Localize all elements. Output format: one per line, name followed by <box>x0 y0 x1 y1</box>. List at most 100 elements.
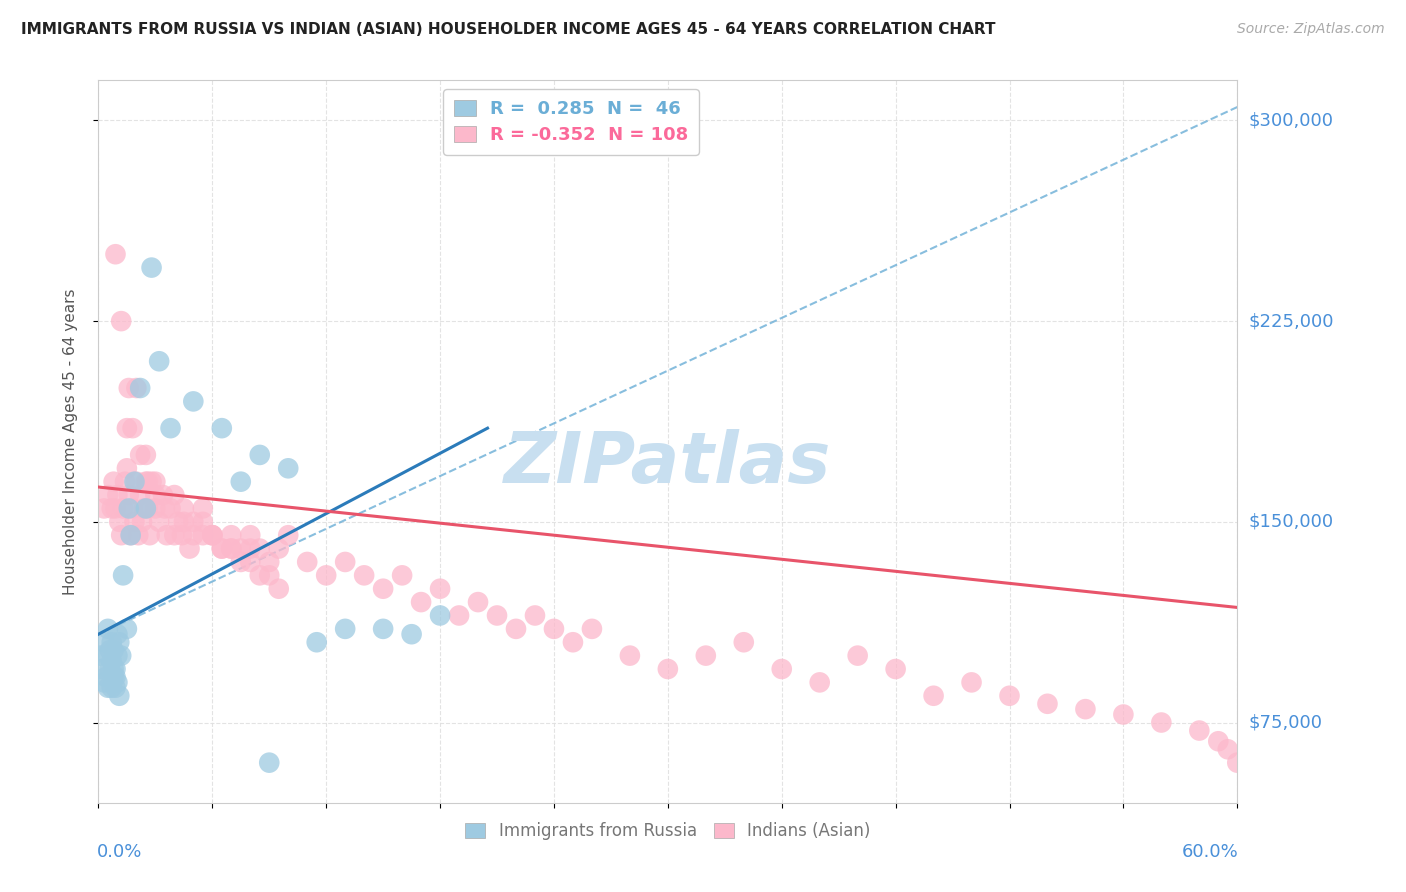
Point <box>163 528 186 542</box>
Y-axis label: Householder Income Ages 45 - 64 years: Householder Income Ages 45 - 64 years <box>63 288 77 595</box>
Point <box>1208 734 1230 748</box>
Point <box>335 622 357 636</box>
Text: Source: ZipAtlas.com: Source: ZipAtlas.com <box>1237 22 1385 37</box>
Point <box>163 488 186 502</box>
Point <box>221 528 243 542</box>
Point <box>259 568 281 582</box>
Point <box>1150 715 1173 730</box>
Point <box>543 622 565 636</box>
Point <box>277 461 299 475</box>
Point <box>97 488 120 502</box>
Point <box>371 582 394 596</box>
Point <box>98 662 121 676</box>
Point <box>267 541 290 556</box>
Point <box>103 643 125 657</box>
Point <box>98 643 121 657</box>
Point <box>1112 707 1135 722</box>
Point <box>132 501 155 516</box>
Point <box>211 541 233 556</box>
Point <box>211 541 233 556</box>
Point <box>846 648 869 663</box>
Point <box>145 475 167 489</box>
Point <box>221 541 243 556</box>
Point <box>153 501 176 516</box>
Point <box>173 501 195 516</box>
Point <box>107 488 129 502</box>
Text: $75,000: $75,000 <box>1249 714 1323 731</box>
Point <box>884 662 907 676</box>
Point <box>1036 697 1059 711</box>
Point <box>103 475 125 489</box>
Point <box>124 515 146 529</box>
Point <box>152 488 174 502</box>
Point <box>808 675 831 690</box>
Point <box>211 421 233 435</box>
Point <box>353 568 375 582</box>
Point <box>104 681 127 695</box>
Point <box>581 622 603 636</box>
Point <box>159 421 181 435</box>
Point <box>562 635 585 649</box>
Point <box>159 501 181 516</box>
Point <box>118 381 141 395</box>
Point <box>129 381 152 395</box>
Point <box>104 662 127 676</box>
Point <box>136 475 159 489</box>
Point <box>315 568 337 582</box>
Point <box>733 635 755 649</box>
Point <box>179 541 201 556</box>
Point <box>391 568 413 582</box>
Point <box>131 515 153 529</box>
Point <box>97 622 120 636</box>
Text: 0.0%: 0.0% <box>97 843 142 861</box>
Point <box>505 622 527 636</box>
Point <box>249 448 271 462</box>
Point <box>183 394 205 409</box>
Point <box>93 675 115 690</box>
Point <box>201 528 224 542</box>
Text: ZIPatlas: ZIPatlas <box>505 429 831 498</box>
Point <box>170 528 193 542</box>
Point <box>107 627 129 641</box>
Point <box>135 448 157 462</box>
Point <box>115 421 138 435</box>
Point <box>100 501 122 516</box>
Point <box>156 528 179 542</box>
Point <box>277 528 299 542</box>
Point <box>167 515 190 529</box>
Point <box>94 670 117 684</box>
Point <box>229 541 252 556</box>
Point <box>411 595 433 609</box>
Point <box>100 681 122 695</box>
Point <box>259 756 281 770</box>
Point <box>335 555 357 569</box>
Point <box>249 541 271 556</box>
Point <box>401 627 423 641</box>
Point <box>239 528 262 542</box>
Point <box>118 501 141 516</box>
Point <box>191 528 214 542</box>
Point <box>135 501 157 516</box>
Point <box>112 501 135 516</box>
Point <box>89 648 111 663</box>
Text: $225,000: $225,000 <box>1249 312 1334 330</box>
Point <box>239 541 262 556</box>
Point <box>524 608 547 623</box>
Point <box>201 528 224 542</box>
Point <box>1216 742 1239 756</box>
Point <box>145 501 167 516</box>
Point <box>121 501 143 516</box>
Point <box>1226 756 1249 770</box>
Point <box>97 648 120 663</box>
Point <box>129 448 152 462</box>
Point <box>100 635 122 649</box>
Point <box>121 421 143 435</box>
Point <box>429 582 451 596</box>
Point <box>259 555 281 569</box>
Text: IMMIGRANTS FROM RUSSIA VS INDIAN (ASIAN) HOUSEHOLDER INCOME AGES 45 - 64 YEARS C: IMMIGRANTS FROM RUSSIA VS INDIAN (ASIAN)… <box>21 22 995 37</box>
Point <box>1188 723 1211 738</box>
Point <box>138 528 160 542</box>
Point <box>371 622 394 636</box>
Point <box>127 528 149 542</box>
Point <box>770 662 793 676</box>
